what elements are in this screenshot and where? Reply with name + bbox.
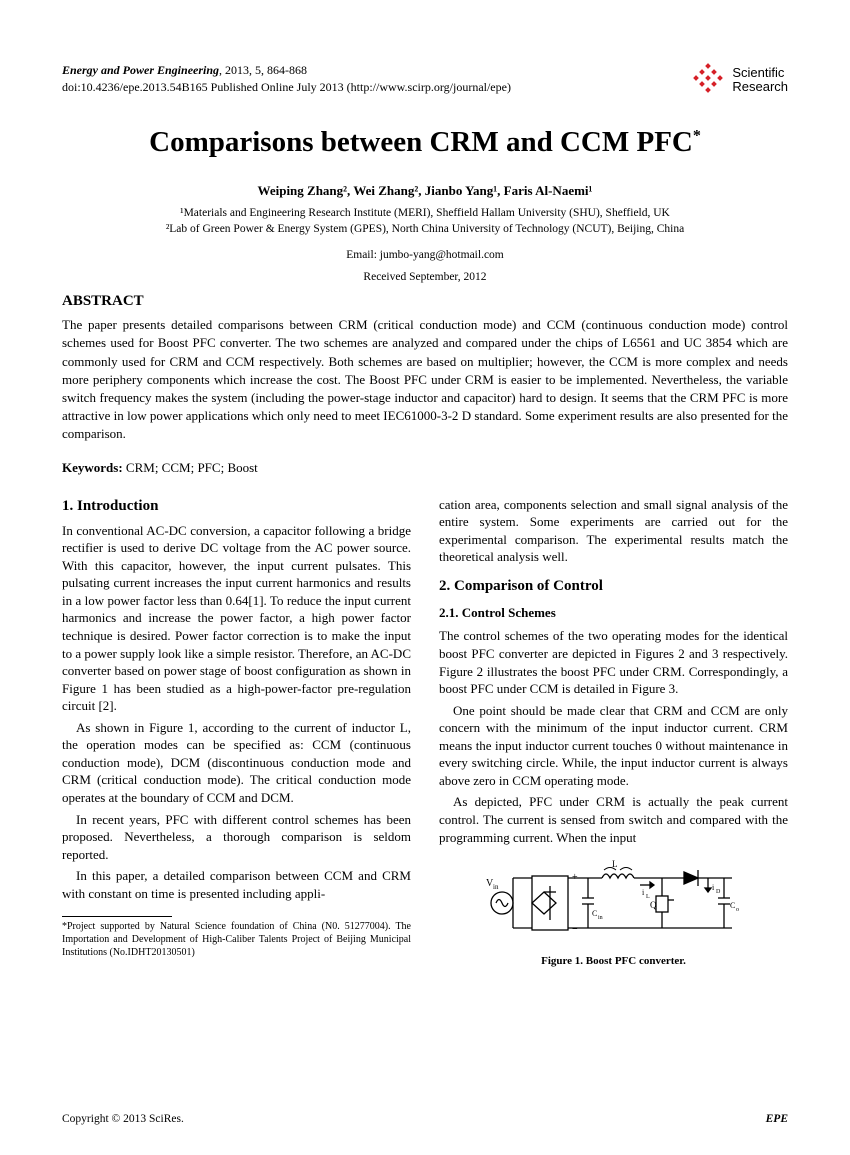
keywords-label: Keywords: [62,460,123,475]
svg-text:i: i [712,883,715,892]
affiliations: ¹Materials and Engineering Research Inst… [62,205,788,237]
page-header: Energy and Power Engineering, 2013, 5, 8… [62,62,788,98]
journal-abbrev: EPE [766,1113,788,1125]
svg-text:Q: Q [650,900,657,910]
affiliation-2: ²Lab of Green Power & Energy System (GPE… [62,221,788,237]
keywords-line: Keywords: CRM; CCM; PFC; Boost [62,460,788,476]
svg-text:C: C [730,901,735,910]
intro-p2: As shown in Figure 1, according to the c… [62,719,411,807]
section-2-head: 2. Comparison of Control [439,576,788,596]
page-footer: Copyright © 2013 SciRes. EPE [62,1113,788,1125]
publisher-logo: Scientific Research [690,62,788,98]
comp-p2: One point should be made clear that CRM … [439,702,788,790]
figure-1: V in + − [439,858,788,969]
intro-p1: In conventional AC-DC conversion, a capa… [62,522,411,715]
svg-text:in: in [493,883,499,891]
svg-text:in: in [598,915,603,921]
intro-p3: In recent years, PFC with different cont… [62,811,411,864]
svg-text:−: − [572,924,578,935]
journal-name: Energy and Power Engineering [62,63,219,77]
footnote-rule [62,916,172,917]
footnote-text: *Project supported by Natural Science fo… [62,920,411,959]
abstract-body: The paper presents detailed comparisons … [62,316,788,443]
abstract-heading: ABSTRACT [62,293,788,310]
section-2-1-head: 2.1. Control Schemes [439,604,788,622]
journal-info: Energy and Power Engineering, 2013, 5, 8… [62,62,511,96]
svg-text:L: L [612,859,618,869]
svg-text:i: i [642,888,645,897]
svg-text:o: o [736,907,739,913]
journal-meta: , 2013, 5, 864-868 [219,63,307,77]
affiliation-1: ¹Materials and Engineering Research Inst… [62,205,788,221]
comp-p1: The control schemes of the two operating… [439,627,788,697]
boost-pfc-schematic-icon: V in + − [484,858,744,948]
comp-p3: As depicted, PFC under CRM is actually t… [439,793,788,846]
section-1-head: 1. Introduction [62,496,411,516]
logo-text-top: Scientific [732,66,788,80]
body-columns: 1. Introduction In conventional AC-DC co… [62,496,788,969]
logo-text-bottom: Research [732,80,788,94]
svg-text:D: D [716,889,721,895]
doi-line: doi:10.4236/epe.2013.54B165 Published On… [62,79,511,96]
svg-text:C: C [592,909,597,918]
keywords-text: CRM; CCM; PFC; Boost [123,460,258,475]
email-line: Email: jumbo-yang@hotmail.com [62,249,788,261]
figure-1-caption: Figure 1. Boost PFC converter. [439,954,788,969]
copyright-text: Copyright © 2013 SciRes. [62,1113,184,1125]
authors-line: Weiping Zhang², Wei Zhang², Jianbo Yang¹… [62,183,788,199]
intro-p4: In this paper, a detailed comparison bet… [62,867,411,902]
paper-title: Comparisons between CRM and CCM PFC* [62,126,788,159]
received-line: Received September, 2012 [62,271,788,283]
col2-p1: cation area, components selection and sm… [439,496,788,566]
logo-diamond-icon [690,62,726,98]
right-column: cation area, components selection and sm… [439,496,788,969]
left-column: 1. Introduction In conventional AC-DC co… [62,496,411,969]
